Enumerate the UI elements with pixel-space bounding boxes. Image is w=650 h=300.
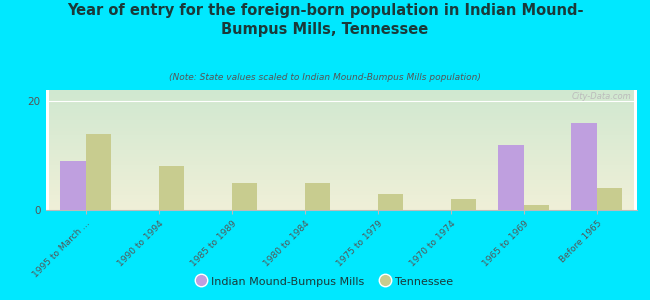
Bar (451, 199, 476, 210)
Bar (597, 188, 623, 210)
Bar (60, 161, 86, 210)
Bar (159, 167, 184, 210)
Bar (86, 134, 111, 210)
Text: City-Data.com: City-Data.com (571, 92, 631, 101)
Bar (524, 205, 549, 210)
Bar (231, 183, 257, 210)
Bar (499, 145, 524, 210)
Text: Year of entry for the foreign-born population in Indian Mound-
Bumpus Mills, Ten: Year of entry for the foreign-born popul… (67, 3, 583, 37)
Text: (Note: State values scaled to Indian Mound-Bumpus Mills population): (Note: State values scaled to Indian Mou… (169, 74, 481, 82)
Bar (378, 194, 403, 210)
Bar (305, 183, 330, 210)
Bar (571, 123, 597, 210)
Legend: Indian Mound-Bumpus Mills, Tennessee: Indian Mound-Bumpus Mills, Tennessee (192, 271, 458, 291)
